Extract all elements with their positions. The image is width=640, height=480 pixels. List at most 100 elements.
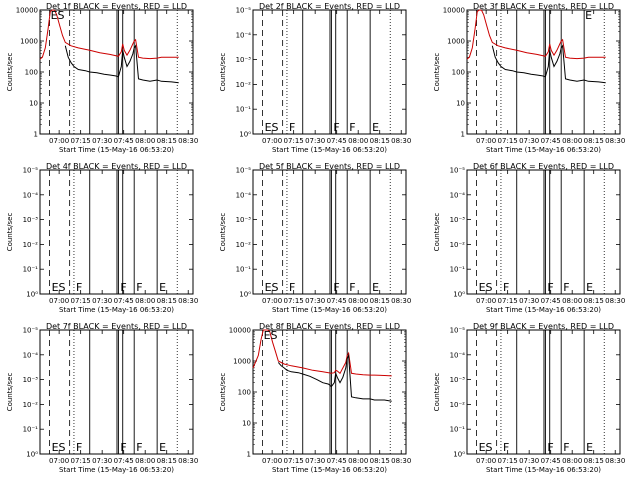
- y-tick-label: 1: [461, 131, 465, 139]
- y-tick-label: 10⁻³: [236, 56, 252, 64]
- x-tick-label: 08:00: [135, 457, 155, 465]
- marker-label: F: [503, 281, 509, 294]
- y-tick-label: 10000: [16, 7, 38, 15]
- marker-label: E: [586, 441, 593, 454]
- marker-label: F: [120, 281, 126, 294]
- marker-label: F: [547, 441, 553, 454]
- x-axis-label: Start Time (15-May-16 06:53:20): [59, 306, 174, 314]
- panel-title: Det 6f BLACK = Events, RED = LLD: [473, 162, 614, 171]
- panel-8: Det 8f BLACK = Events, RED = LLD Counts/s…: [219, 322, 411, 474]
- marker-label: E: [372, 121, 379, 134]
- y-tick-label: 10⁻¹: [236, 106, 252, 114]
- x-tick-label: 07:45: [114, 457, 134, 465]
- x-tick-label: 07:15: [71, 297, 91, 305]
- marker-label: F: [563, 441, 569, 454]
- x-tick-label: 07:30: [305, 297, 325, 305]
- panel-title: Det 5f BLACK = Events, RED = LLD: [259, 162, 400, 171]
- marker-label: F: [120, 441, 126, 454]
- panel-title: Det 3f BLACK = Events, RED = LLD: [473, 2, 614, 11]
- y-tick-label: 10⁻¹: [236, 266, 252, 274]
- y-axis-label: Counts/sec: [433, 53, 441, 92]
- marker-label: ES: [479, 281, 493, 294]
- marker-label: F: [289, 121, 295, 134]
- y-tick-label: 1000: [233, 358, 251, 366]
- y-tick-label: 10⁰: [26, 291, 38, 299]
- panel-title: Det 2f BLACK = Events, RED = LLD: [259, 2, 400, 11]
- x-axis-label: Start Time (15-May-16 06:53:20): [59, 466, 174, 474]
- y-axis-label: Counts/sec: [6, 53, 14, 92]
- plot-frame: [39, 169, 194, 295]
- panel-5: Det 5f BLACK = Events, RED = LLD Counts/s…: [219, 162, 411, 314]
- y-tick-label: 10⁻³: [450, 216, 466, 224]
- series-lld-line: [252, 329, 392, 377]
- x-tick-label: 08:15: [370, 297, 390, 305]
- x-tick-label: 08:30: [605, 457, 625, 465]
- x-tick-label: 07:15: [284, 137, 304, 145]
- x-tick-label: 08:15: [370, 457, 390, 465]
- x-tick-label: 08:00: [348, 137, 368, 145]
- x-tick-label: 08:30: [605, 297, 625, 305]
- marker-label: ES: [479, 441, 493, 454]
- x-tick-label: 08:15: [370, 137, 390, 145]
- y-tick-label: 100: [452, 69, 465, 77]
- marker-label: E: [159, 441, 166, 454]
- y-tick-label: 10⁻²: [236, 81, 252, 89]
- y-tick-label: 1: [247, 451, 251, 459]
- y-tick-label: 10⁻²: [23, 401, 39, 409]
- x-tick-label: 07:00: [262, 137, 282, 145]
- panel-3: Det 3f BLACK = Events, RED = LLD Counts/s…: [433, 2, 625, 154]
- y-tick-label: 1000: [20, 38, 38, 46]
- series-events-line: [277, 353, 392, 402]
- y-tick-label: 10⁻³: [450, 376, 466, 384]
- y-axis-label: Counts/sec: [219, 53, 227, 92]
- y-tick-label: 10⁻²: [450, 241, 466, 249]
- y-axis-label: Counts/sec: [219, 213, 227, 252]
- x-tick-label: 07:00: [262, 297, 282, 305]
- x-tick-label: 08:00: [348, 297, 368, 305]
- x-tick-label: 08:00: [562, 137, 582, 145]
- x-tick-label: 08:00: [135, 137, 155, 145]
- marker-label: F: [76, 441, 82, 454]
- panel-1: Det 1f BLACK = Events, RED = LLD Counts/s…: [6, 2, 198, 154]
- panel-title: Det 7f BLACK = Events, RED = LLD: [46, 322, 187, 331]
- x-tick-label: 07:45: [327, 137, 347, 145]
- y-tick-label: 10⁻²: [236, 241, 252, 249]
- marker-label: E: [585, 9, 592, 22]
- marker-label: F: [333, 121, 339, 134]
- x-axis-label: Start Time (15-May-16 06:53:20): [486, 306, 601, 314]
- plot-frame: [39, 329, 194, 455]
- y-tick-label: 10⁰: [239, 131, 251, 139]
- x-tick-label: 08:30: [178, 297, 198, 305]
- y-tick-label: 1000: [447, 38, 465, 46]
- plot-frame: [252, 329, 407, 455]
- x-tick-label: 08:30: [605, 137, 625, 145]
- y-tick-label: 10000: [443, 7, 465, 15]
- marker-label: ES: [265, 121, 279, 134]
- marker-label: E: [159, 281, 166, 294]
- series-lld-line: [466, 9, 606, 60]
- x-tick-label: 08:30: [391, 297, 411, 305]
- marker-label: ES: [52, 441, 66, 454]
- plot-frame: [252, 9, 407, 135]
- x-tick-label: 08:15: [157, 297, 177, 305]
- x-tick-label: 07:00: [262, 457, 282, 465]
- panel-title: Det 9f BLACK = Events, RED = LLD: [473, 322, 614, 331]
- marker-label: F: [289, 281, 295, 294]
- x-tick-label: 08:30: [178, 457, 198, 465]
- panel-title: Det 1f BLACK = Events, RED = LLD: [46, 2, 187, 11]
- y-tick-label: 10⁻¹: [23, 266, 39, 274]
- marker-label: ES: [265, 281, 279, 294]
- marker-label: F: [349, 121, 355, 134]
- y-tick-label: 10⁻⁵: [450, 167, 466, 175]
- x-tick-label: 08:30: [178, 137, 198, 145]
- y-tick-label: 10⁻⁴: [23, 351, 39, 359]
- x-axis-label: Start Time (15-May-16 06:53:20): [272, 146, 387, 154]
- panel-2: Det 2f BLACK = Events, RED = LLD Counts/s…: [219, 2, 411, 154]
- y-tick-label: 100: [25, 69, 38, 77]
- y-tick-label: 10⁻³: [236, 216, 252, 224]
- y-tick-label: 10⁻⁵: [236, 167, 252, 175]
- x-tick-label: 07:00: [49, 137, 69, 145]
- y-tick-label: 10⁻⁴: [450, 191, 466, 199]
- y-tick-label: 10: [29, 100, 38, 108]
- y-tick-label: 10⁻²: [23, 241, 39, 249]
